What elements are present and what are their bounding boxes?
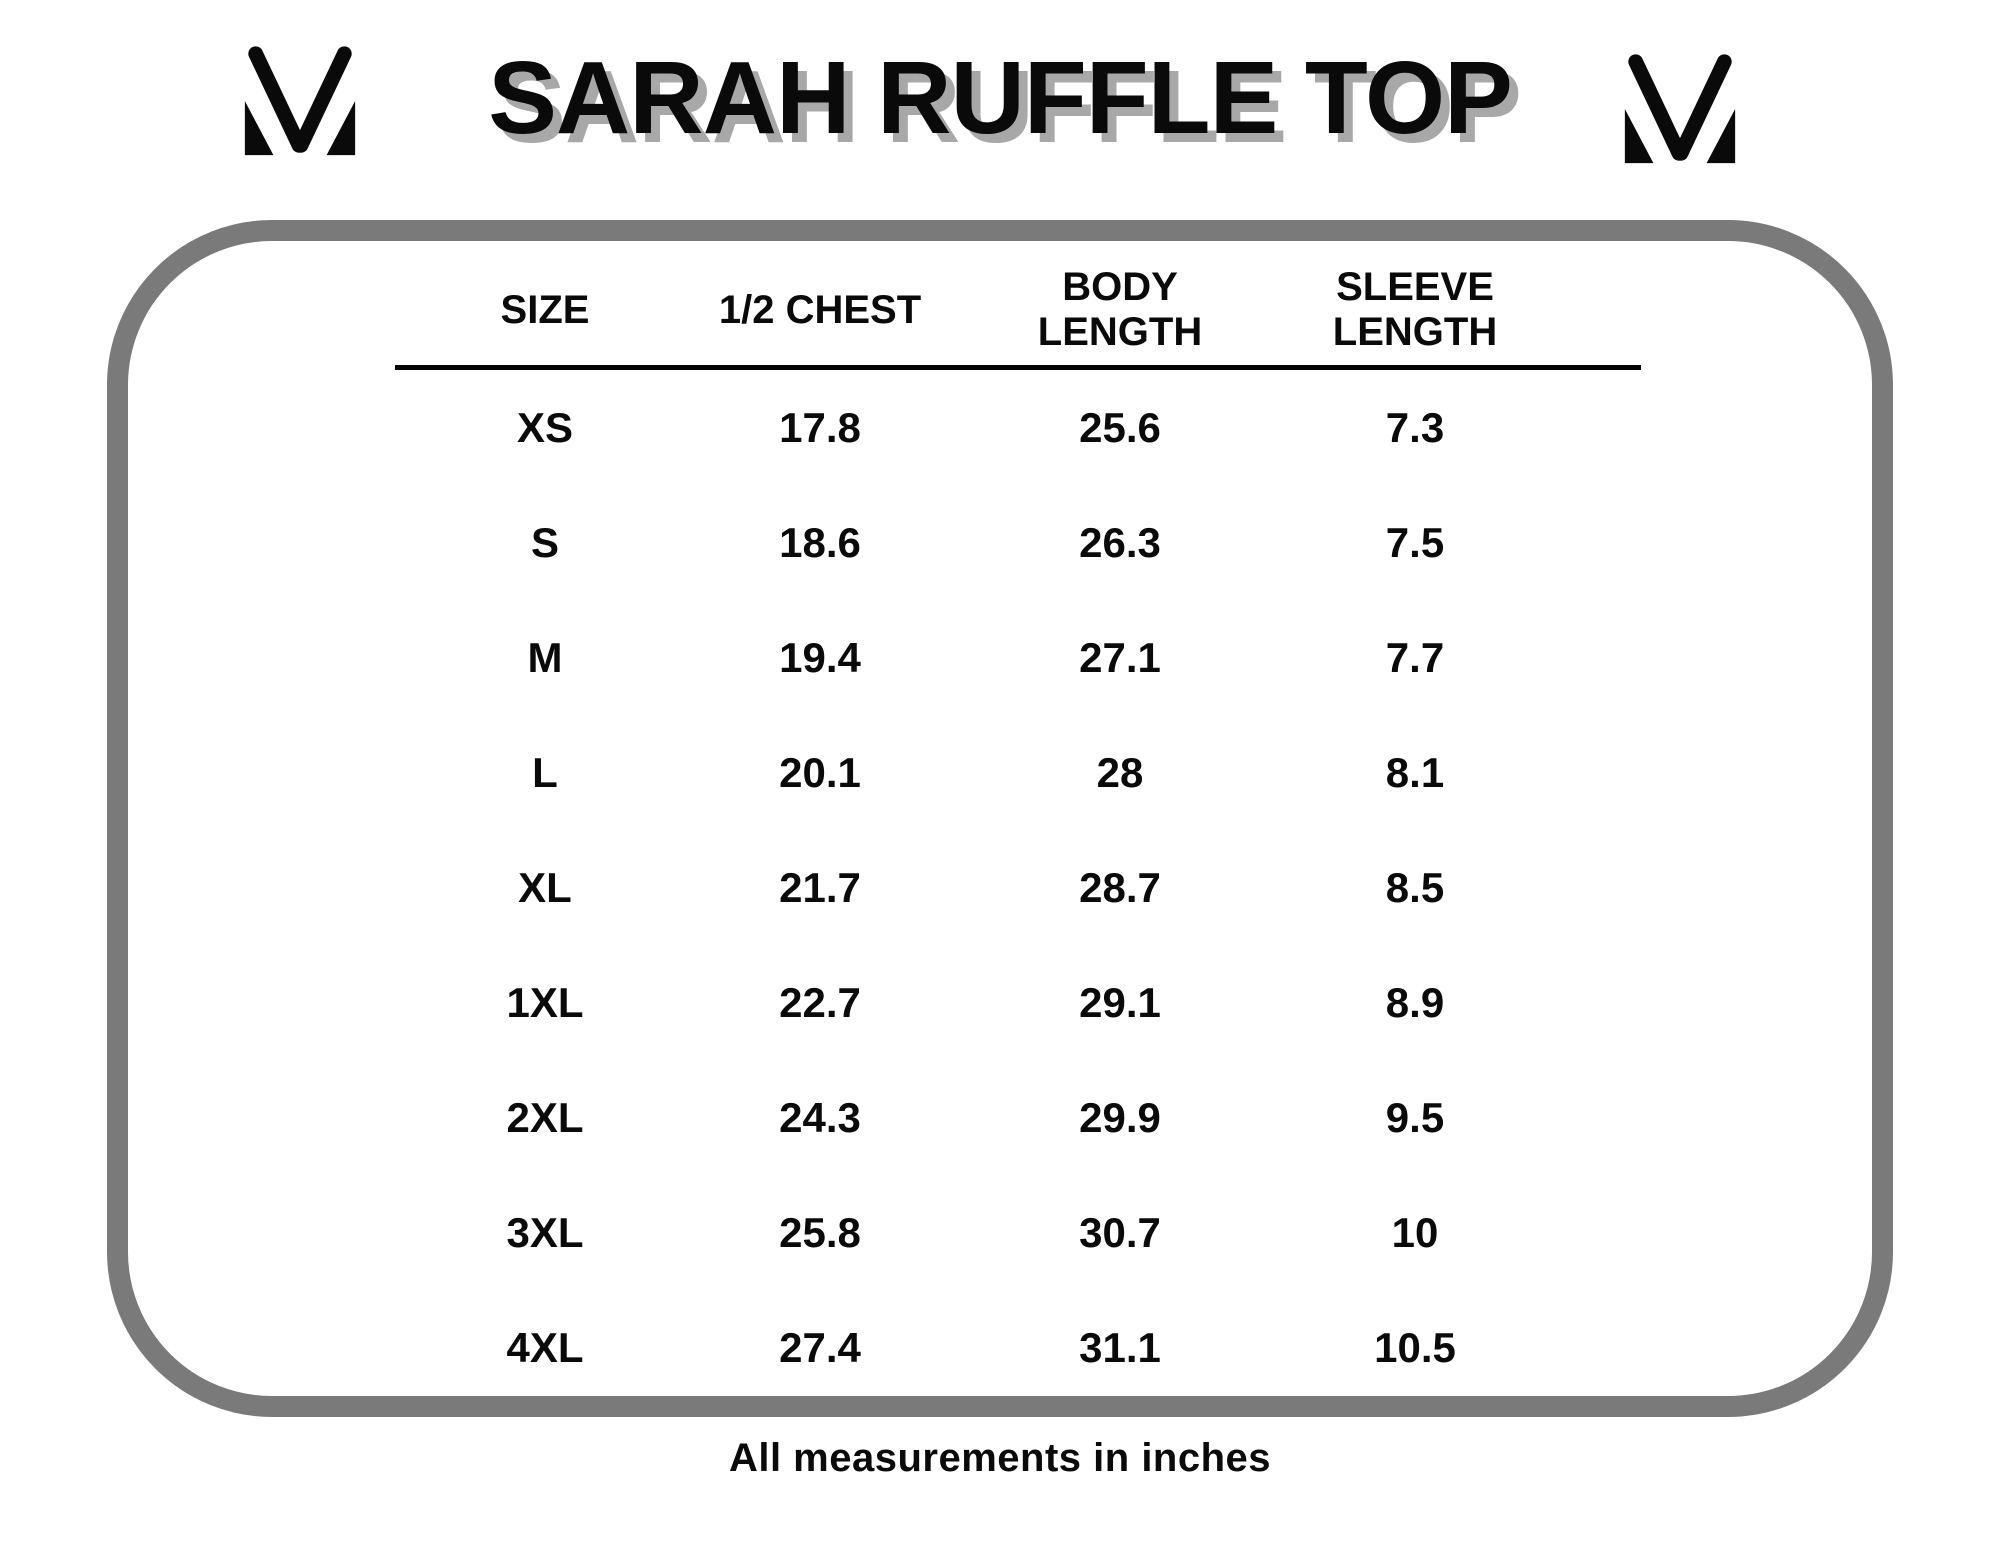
header-underline bbox=[395, 365, 1641, 370]
half-chest-cell: 21.7 bbox=[779, 863, 861, 911]
column-header-size: SIZE bbox=[500, 287, 590, 332]
brand-m-logo-left bbox=[236, 38, 364, 162]
half-chest-cell: 17.8 bbox=[779, 403, 861, 451]
half-chest-cell: 25.8 bbox=[779, 1208, 861, 1256]
size-cell: S bbox=[530, 518, 559, 566]
table-row: M 19.4 27.1 7.7 bbox=[395, 600, 1641, 715]
sleeve-length-cell: 8.5 bbox=[1385, 863, 1445, 911]
half-chest-cell: 18.6 bbox=[779, 518, 861, 566]
half-chest-cell: 19.4 bbox=[779, 633, 861, 681]
sleeve-length-cell: 9.5 bbox=[1385, 1093, 1445, 1141]
size-table: SIZE 1/2 CHEST BODY LENGTH SLEEVE LENGTH… bbox=[395, 255, 1641, 1405]
body-length-cell: 29.9 bbox=[1079, 1093, 1161, 1141]
table-row: XL 21.7 28.7 8.5 bbox=[395, 830, 1641, 945]
table-row: 2XL 24.3 29.9 9.5 bbox=[395, 1060, 1641, 1175]
body-length-cell: 25.6 bbox=[1079, 403, 1161, 451]
table-header-row: SIZE 1/2 CHEST BODY LENGTH SLEEVE LENGTH bbox=[395, 255, 1641, 365]
sleeve-length-cell: 10 bbox=[1391, 1208, 1439, 1256]
size-cell: 2XL bbox=[506, 1093, 584, 1141]
brand-m-logo-icon bbox=[1624, 54, 1736, 164]
sleeve-length-cell: 7.7 bbox=[1385, 633, 1445, 681]
size-cell: 3XL bbox=[506, 1208, 584, 1256]
brand-m-logo-icon bbox=[244, 46, 356, 156]
sleeve-length-cell: 10.5 bbox=[1374, 1323, 1456, 1371]
table-row: XS 17.8 25.6 7.3 bbox=[395, 370, 1641, 485]
body-length-cell: 27.1 bbox=[1079, 633, 1161, 681]
table-row: L 20.1 28 8.1 bbox=[395, 715, 1641, 830]
body-length-cell: 30.7 bbox=[1079, 1208, 1161, 1256]
sleeve-length-cell: 8.9 bbox=[1385, 978, 1445, 1026]
size-cell: L bbox=[532, 748, 558, 796]
table-row: 3XL 25.8 30.7 10 bbox=[395, 1175, 1641, 1290]
column-header-sleeve-length: SLEEVE LENGTH bbox=[1332, 265, 1498, 354]
body-length-cell: 31.1 bbox=[1079, 1323, 1161, 1371]
body-length-cell: 28.7 bbox=[1079, 863, 1161, 911]
half-chest-cell: 22.7 bbox=[779, 978, 861, 1026]
column-header-body-length: BODY LENGTH bbox=[1037, 265, 1203, 354]
brand-m-logo-right bbox=[1616, 46, 1744, 170]
page-title: SARAH RUFFLE TOP bbox=[488, 40, 1513, 155]
sleeve-length-cell: 8.1 bbox=[1385, 748, 1445, 796]
sleeve-length-cell: 7.5 bbox=[1385, 518, 1445, 566]
body-length-cell: 26.3 bbox=[1079, 518, 1161, 566]
size-cell: XS bbox=[516, 403, 574, 451]
table-row: 4XL 27.4 31.1 10.5 bbox=[395, 1290, 1641, 1405]
half-chest-cell: 24.3 bbox=[779, 1093, 861, 1141]
half-chest-cell: 27.4 bbox=[779, 1323, 861, 1371]
table-row: 1XL 22.7 29.1 8.9 bbox=[395, 945, 1641, 1060]
chart-frame-border bbox=[107, 220, 1893, 1417]
size-cell: 1XL bbox=[506, 978, 584, 1026]
column-header-half-chest: 1/2 CHEST bbox=[718, 287, 922, 332]
size-cell: XL bbox=[518, 863, 572, 911]
size-cell: M bbox=[527, 633, 563, 681]
body-length-cell: 29.1 bbox=[1079, 978, 1161, 1026]
half-chest-cell: 20.1 bbox=[779, 748, 861, 796]
sleeve-length-cell: 7.3 bbox=[1385, 403, 1445, 451]
size-cell: 4XL bbox=[506, 1323, 584, 1371]
table-row: S 18.6 26.3 7.5 bbox=[395, 485, 1641, 600]
body-length-cell: 28 bbox=[1096, 748, 1144, 796]
measurements-note: All measurements in inches bbox=[728, 1436, 1272, 1480]
